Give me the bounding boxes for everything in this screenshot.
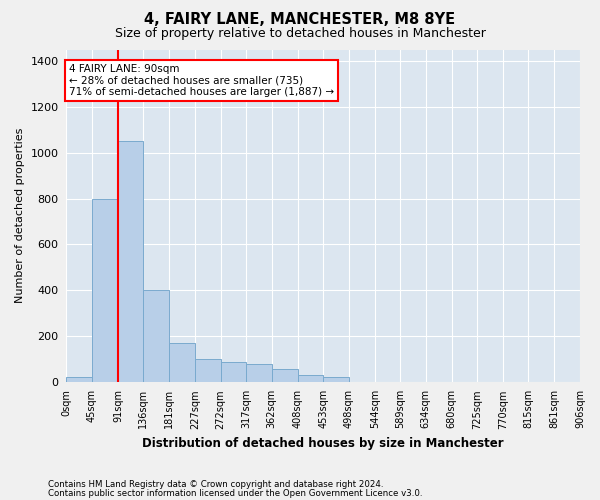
X-axis label: Distribution of detached houses by size in Manchester: Distribution of detached houses by size … — [142, 437, 504, 450]
Text: Contains public sector information licensed under the Open Government Licence v3: Contains public sector information licen… — [48, 489, 422, 498]
Bar — [118, 142, 143, 382]
Bar — [143, 290, 169, 382]
Bar — [272, 369, 298, 382]
Text: Contains HM Land Registry data © Crown copyright and database right 2024.: Contains HM Land Registry data © Crown c… — [48, 480, 383, 489]
Text: Size of property relative to detached houses in Manchester: Size of property relative to detached ho… — [115, 28, 485, 40]
Bar — [195, 358, 221, 382]
Bar — [169, 342, 195, 382]
Bar — [67, 377, 92, 382]
Bar — [92, 198, 118, 382]
Bar — [221, 362, 246, 382]
Text: 4 FAIRY LANE: 90sqm
← 28% of detached houses are smaller (735)
71% of semi-detac: 4 FAIRY LANE: 90sqm ← 28% of detached ho… — [69, 64, 334, 97]
Y-axis label: Number of detached properties: Number of detached properties — [15, 128, 25, 304]
Bar — [323, 377, 349, 382]
Text: 4, FAIRY LANE, MANCHESTER, M8 8YE: 4, FAIRY LANE, MANCHESTER, M8 8YE — [145, 12, 455, 28]
Bar — [298, 374, 323, 382]
Bar — [246, 364, 272, 382]
